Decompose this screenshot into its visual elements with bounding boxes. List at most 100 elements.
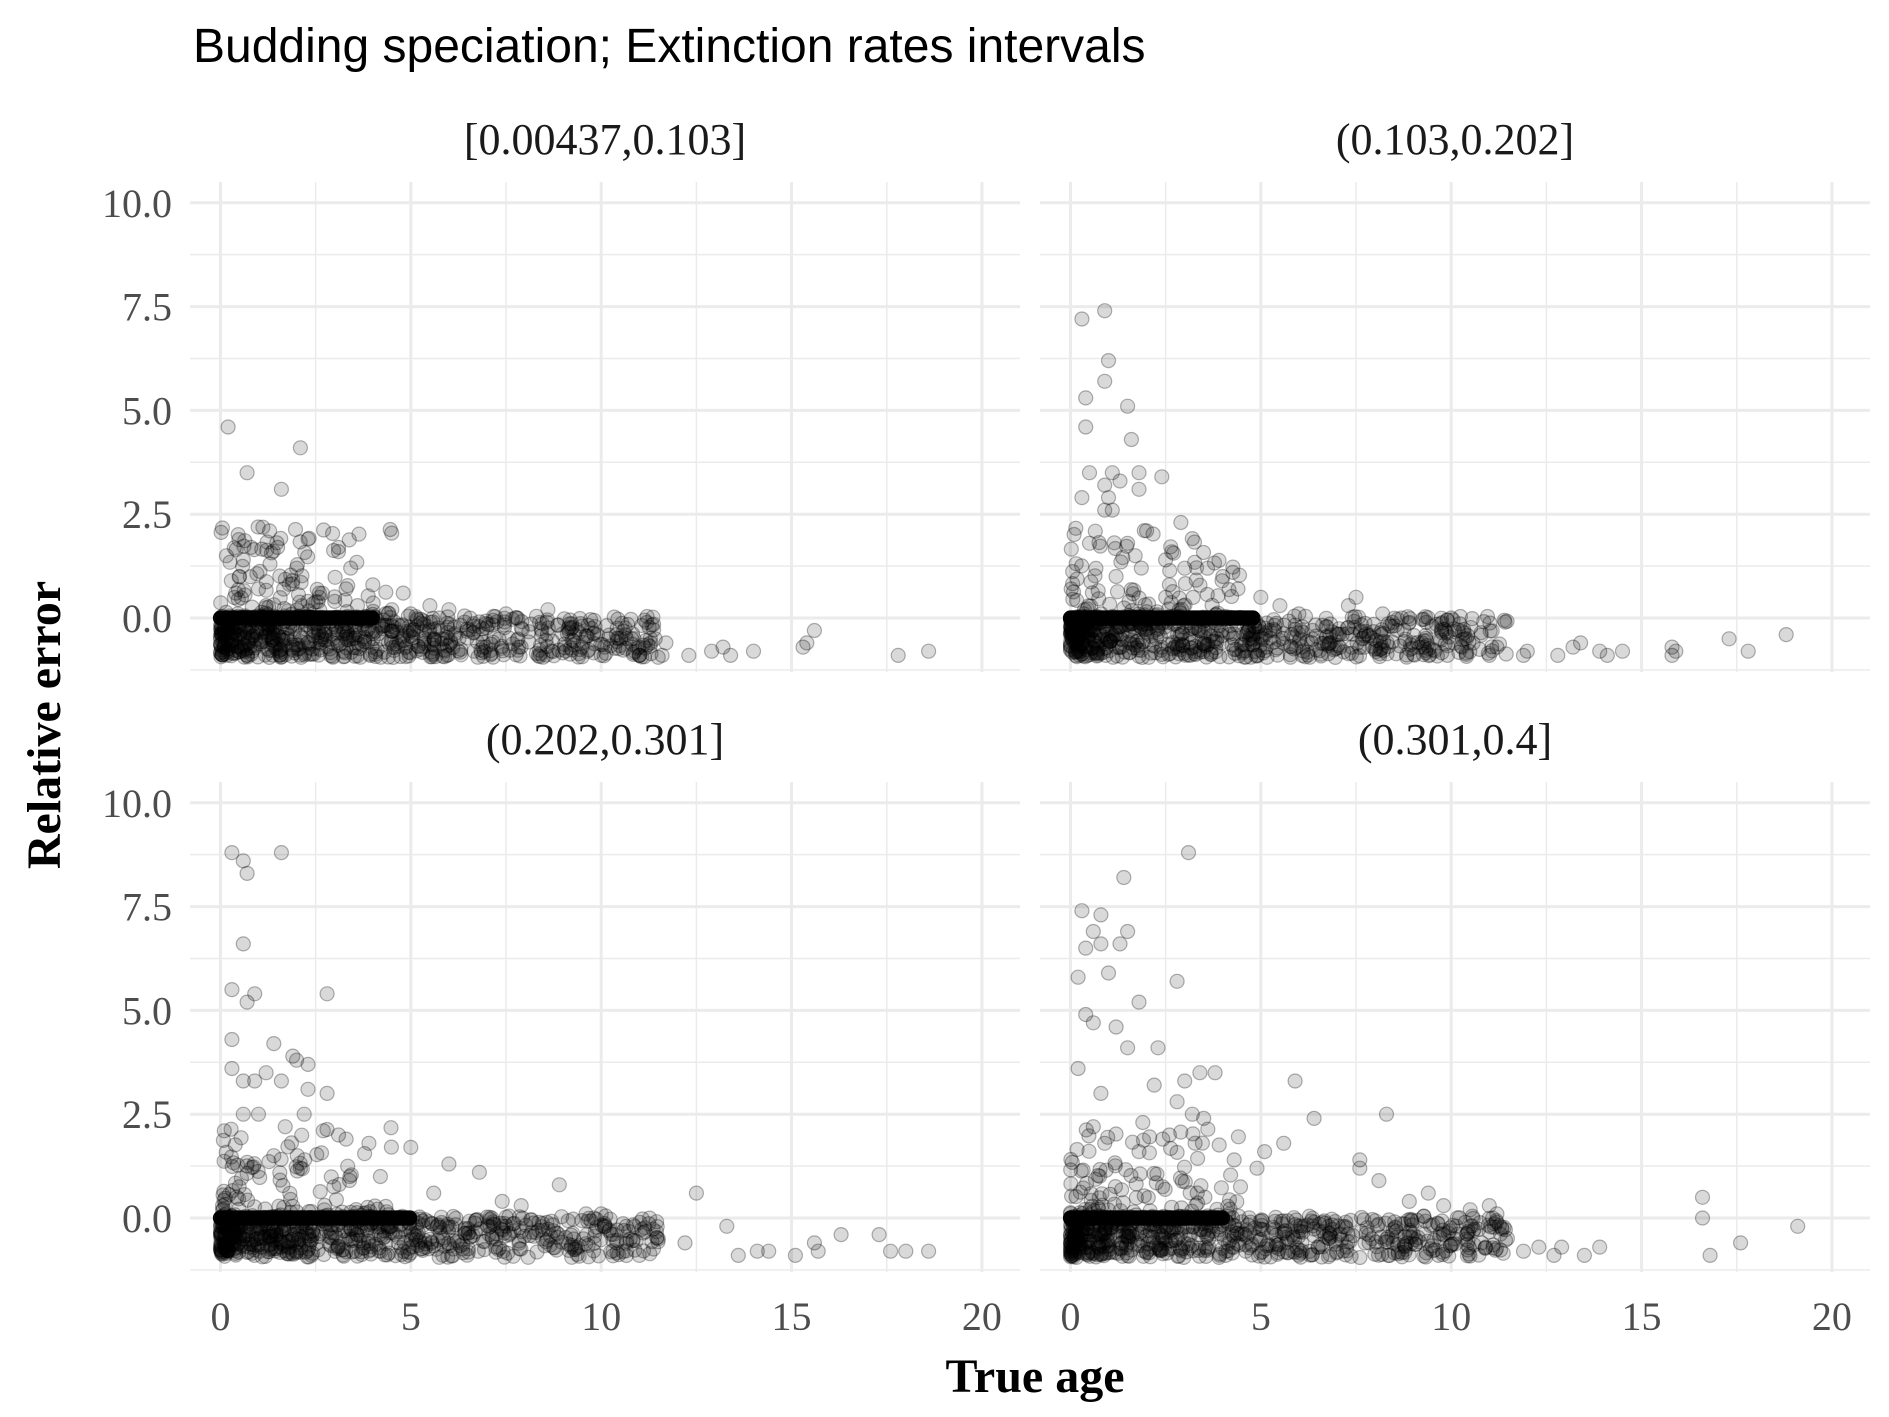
data-point bbox=[1300, 647, 1316, 663]
data-point bbox=[643, 635, 659, 651]
data-point bbox=[920, 643, 937, 659]
data-point bbox=[386, 614, 402, 630]
data-point bbox=[375, 621, 391, 637]
x-tick-label: 0 bbox=[1060, 1294, 1080, 1339]
data-point bbox=[300, 549, 316, 565]
data-point bbox=[631, 647, 647, 664]
data-point bbox=[485, 634, 501, 650]
data-point bbox=[328, 1191, 344, 1208]
data-point bbox=[501, 630, 517, 646]
data-point bbox=[644, 617, 660, 633]
data-point bbox=[315, 1123, 331, 1139]
data-point bbox=[224, 633, 240, 649]
data-point bbox=[471, 1164, 487, 1180]
data-point bbox=[565, 1231, 582, 1247]
data-point bbox=[222, 554, 238, 570]
data-point bbox=[365, 630, 381, 647]
data-point bbox=[578, 1206, 594, 1222]
data-point bbox=[1291, 606, 1307, 622]
data-point bbox=[403, 606, 419, 622]
data-point bbox=[1069, 571, 1085, 587]
data-point bbox=[524, 1224, 540, 1240]
data-point bbox=[426, 1185, 442, 1201]
data-point bbox=[285, 639, 301, 656]
data-point bbox=[250, 581, 267, 597]
data-point bbox=[1290, 625, 1306, 641]
data-point bbox=[1093, 907, 1109, 923]
data-point bbox=[531, 614, 548, 630]
data-point bbox=[214, 642, 230, 658]
y-tick-label: 5.0 bbox=[122, 988, 172, 1033]
data-point bbox=[391, 634, 407, 650]
data-point bbox=[466, 643, 482, 659]
data-point bbox=[352, 649, 368, 665]
data-point bbox=[613, 630, 629, 646]
data-point bbox=[1177, 560, 1193, 576]
data-point bbox=[643, 645, 659, 662]
data-point bbox=[279, 631, 295, 647]
data-point bbox=[375, 618, 391, 634]
data-point bbox=[1063, 541, 1079, 557]
data-point bbox=[494, 1193, 510, 1210]
data-point bbox=[311, 647, 327, 663]
data-point bbox=[262, 556, 278, 572]
data-point bbox=[373, 649, 389, 665]
data-point bbox=[1146, 1077, 1162, 1093]
data-point bbox=[1085, 1015, 1101, 1031]
data-point bbox=[1131, 465, 1147, 481]
data-point bbox=[220, 635, 236, 651]
data-point bbox=[473, 645, 489, 661]
data-point bbox=[615, 642, 631, 658]
data-point bbox=[540, 602, 556, 618]
data-point bbox=[394, 617, 410, 633]
data-point bbox=[272, 1165, 288, 1181]
data-point bbox=[1245, 610, 1261, 626]
data-point bbox=[243, 539, 259, 556]
data-point bbox=[1592, 1239, 1608, 1255]
data-point bbox=[1084, 640, 1100, 657]
data-point bbox=[405, 622, 421, 638]
data-point bbox=[314, 629, 330, 645]
data-point bbox=[264, 642, 280, 658]
data-point bbox=[531, 642, 548, 658]
data-point bbox=[300, 1056, 316, 1073]
data-point bbox=[439, 615, 455, 632]
data-point bbox=[213, 626, 229, 643]
data-point bbox=[417, 630, 433, 647]
data-point bbox=[1340, 597, 1357, 614]
data-point bbox=[1081, 465, 1098, 481]
data-point bbox=[439, 629, 455, 646]
data-point bbox=[394, 632, 410, 648]
data-point bbox=[266, 1035, 282, 1052]
data-point bbox=[496, 617, 512, 633]
data-point bbox=[627, 643, 643, 660]
data-point bbox=[235, 552, 251, 568]
data-point bbox=[245, 628, 261, 644]
data-point bbox=[1256, 1143, 1273, 1160]
data-point bbox=[220, 419, 236, 435]
data-point bbox=[549, 617, 566, 633]
data-point bbox=[244, 643, 260, 660]
data-point bbox=[273, 649, 290, 665]
data-point bbox=[1097, 477, 1113, 493]
data-point bbox=[229, 638, 245, 655]
data-point bbox=[1100, 490, 1117, 506]
data-point bbox=[1324, 624, 1340, 640]
data-point bbox=[242, 640, 258, 656]
data-point bbox=[497, 610, 513, 626]
data-point bbox=[296, 1106, 312, 1122]
data-point bbox=[312, 635, 329, 651]
data-point bbox=[278, 646, 294, 663]
data-point bbox=[324, 634, 340, 651]
data-point bbox=[633, 617, 650, 634]
data-point bbox=[368, 648, 384, 665]
data-point bbox=[583, 620, 600, 637]
data-point bbox=[230, 638, 246, 655]
data-point bbox=[213, 524, 229, 541]
data-point bbox=[579, 643, 596, 659]
data-point bbox=[379, 617, 395, 634]
data-point bbox=[511, 639, 527, 655]
data-point bbox=[1083, 574, 1099, 590]
data-point bbox=[1172, 642, 1188, 658]
data-point bbox=[539, 612, 556, 628]
